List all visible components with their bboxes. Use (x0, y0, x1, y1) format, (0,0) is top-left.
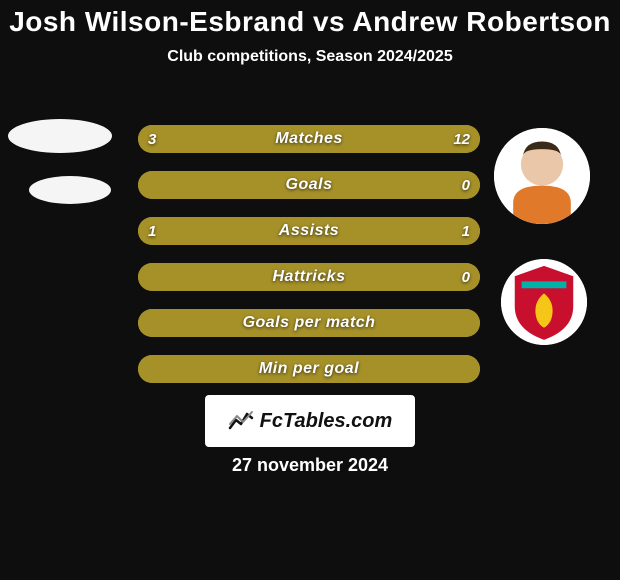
stat-row: Matches3 12 (138, 125, 480, 153)
stat-value-left: 3 (148, 125, 156, 153)
subtitle: Club competitions, Season 2024/2025 (0, 48, 620, 66)
brand-text: FcTables.com (260, 410, 393, 433)
page-title: Josh Wilson-Esbrand vs Andrew Robertson (0, 0, 620, 38)
stat-value-right: 0 (462, 171, 470, 199)
comparison-bars: Matches312Goals0Assists11Hattricks0Goals… (138, 125, 480, 401)
stat-row: Goals0 (138, 171, 480, 199)
stat-value-right: 0 (462, 263, 470, 291)
stat-label: Goals (138, 171, 480, 199)
stat-row: Hattricks0 (138, 263, 480, 291)
stat-label: Assists (138, 217, 480, 245)
stat-row: Min per goal (138, 355, 480, 383)
right-player-avatar (494, 128, 590, 224)
brand-attribution: FcTables.com (205, 395, 415, 447)
left-club-badge-placeholder (29, 176, 111, 204)
stat-label: Min per goal (138, 355, 480, 383)
club-crest-icon (501, 259, 587, 345)
stat-row: Assists1 1 (138, 217, 480, 245)
stat-label: Goals per match (138, 309, 480, 337)
infographic-root: Josh Wilson-Esbrand vs Andrew Robertson … (0, 0, 620, 580)
chart-line-icon (228, 410, 254, 432)
left-player-avatar-placeholder (8, 119, 112, 153)
stat-label: Matches (138, 125, 480, 153)
player-portrait-icon (494, 128, 590, 224)
stat-value-right: 12 (453, 125, 470, 153)
date-caption: 27 november 2024 (0, 455, 620, 476)
right-club-badge (501, 259, 587, 345)
stat-value-right: 1 (462, 217, 470, 245)
stat-label: Hattricks (138, 263, 480, 291)
stat-value-left: 1 (148, 217, 156, 245)
stat-row: Goals per match (138, 309, 480, 337)
